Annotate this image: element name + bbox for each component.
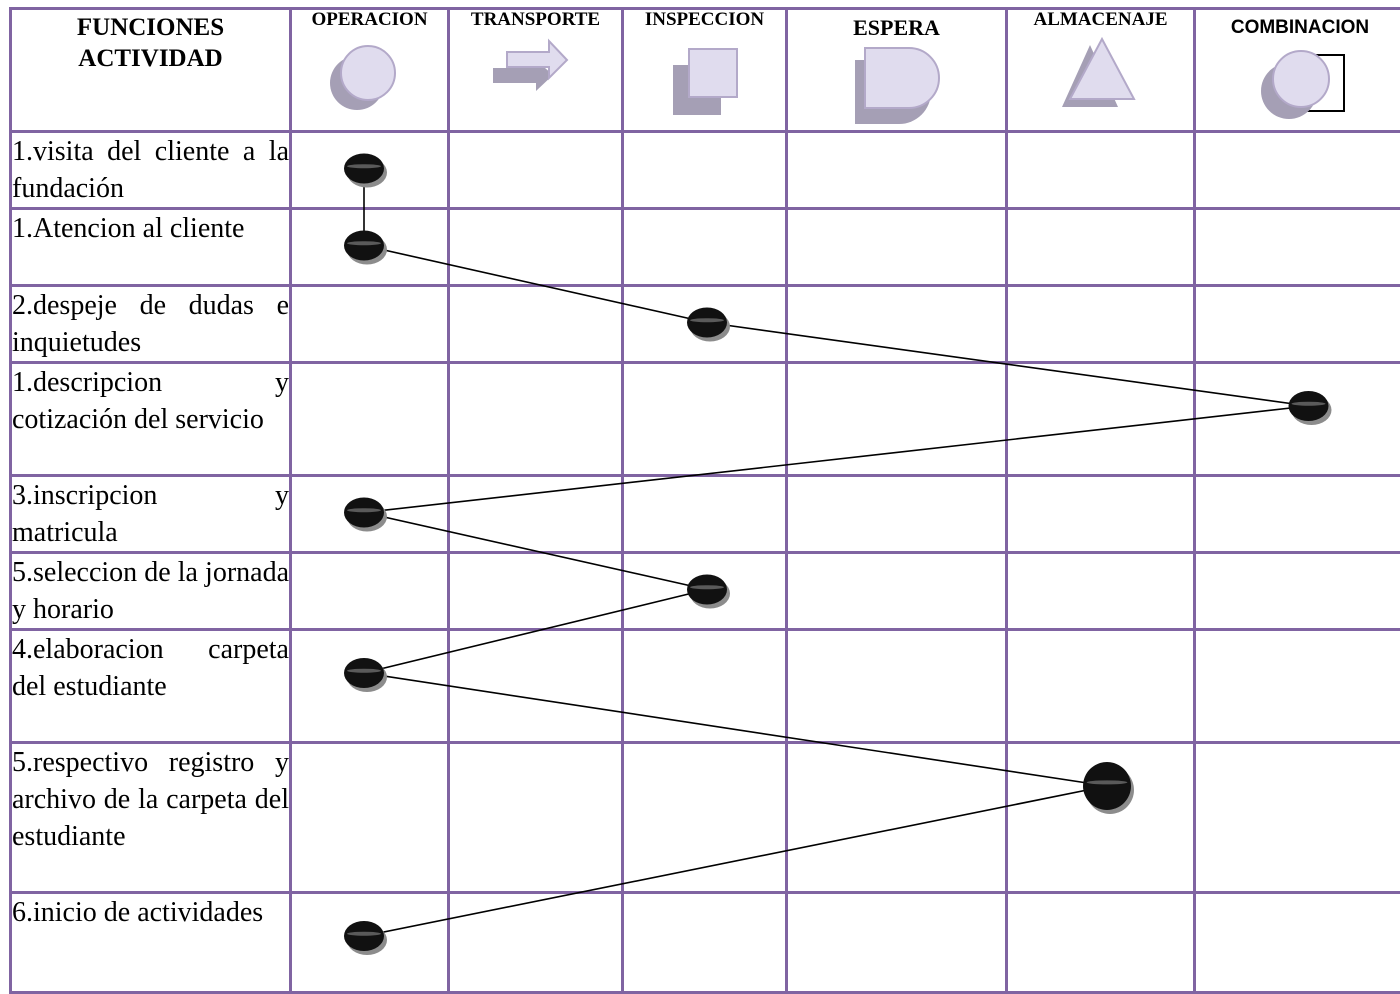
header-funciones-actividad: FUNCIONES ACTIVIDAD xyxy=(11,9,291,132)
table-row: 2.despeje de dudas e inquietudes xyxy=(11,286,1400,363)
header-almacenaje: ALMACENAJE xyxy=(1007,9,1195,132)
header-operacion: OPERACION xyxy=(291,9,449,132)
table-row: 1.descripcion y cotización del servicio xyxy=(11,363,1400,476)
activity-label: 6.inicio de actividades xyxy=(11,893,291,993)
header-row: FUNCIONES ACTIVIDAD OPERACION TRANSPORTE… xyxy=(11,9,1400,132)
header-transporte-label: TRANSPORTE xyxy=(450,10,621,31)
table-row: 4.elaboracion carpeta del estudiante xyxy=(11,630,1400,743)
process-table: FUNCIONES ACTIVIDAD OPERACION TRANSPORTE… xyxy=(9,7,1400,994)
arrow-icon xyxy=(491,35,581,105)
header-funciones-label: FUNCIONES xyxy=(12,12,289,43)
header-combinacion-label: COMBINACION xyxy=(1196,18,1400,39)
table-row: 3.inscripcion y matricula xyxy=(11,476,1400,553)
header-espera-label: ESPERA xyxy=(788,16,1005,40)
header-inspeccion-label: INSPECCION xyxy=(624,10,785,31)
header-almacenaje-label: ALMACENAJE xyxy=(1008,10,1193,31)
table-row: 1.visita del cliente a la fundación xyxy=(11,132,1400,209)
header-transporte: TRANSPORTE xyxy=(449,9,623,132)
header-inspeccion: INSPECCION xyxy=(623,9,787,132)
circle-in-square-icon xyxy=(1255,43,1345,123)
header-operacion-label: OPERACION xyxy=(292,10,447,31)
activity-label: 4.elaboracion carpeta del estudiante xyxy=(11,630,291,743)
activity-label: 5.respectivo registro y archivo de la ca… xyxy=(11,743,291,893)
activity-label: 5.seleccion de la jornada y horario xyxy=(11,553,291,630)
activity-label: 1.visita del cliente a la fundación xyxy=(11,132,291,209)
activity-label: 1.Atencion al cliente xyxy=(11,209,291,286)
activity-label: 1.descripcion y cotización del servicio xyxy=(11,363,291,476)
square-icon xyxy=(665,35,745,119)
activity-label: 2.despeje de dudas e inquietudes xyxy=(11,286,291,363)
table-row: 5.respectivo registro y archivo de la ca… xyxy=(11,743,1400,893)
header-espera: ESPERA xyxy=(787,9,1007,132)
triangle-icon xyxy=(1056,35,1146,115)
d-shape-icon xyxy=(847,44,947,130)
activity-label: 3.inscripcion y matricula xyxy=(11,476,291,553)
table-row: 1.Atencion al cliente xyxy=(11,209,1400,286)
table-row: 5.seleccion de la jornada y horario xyxy=(11,553,1400,630)
header-actividad-label: ACTIVIDAD xyxy=(12,43,289,74)
circle-icon xyxy=(325,35,415,125)
table-row: 6.inicio de actividades xyxy=(11,893,1400,993)
header-combinacion: COMBINACION xyxy=(1195,9,1400,132)
